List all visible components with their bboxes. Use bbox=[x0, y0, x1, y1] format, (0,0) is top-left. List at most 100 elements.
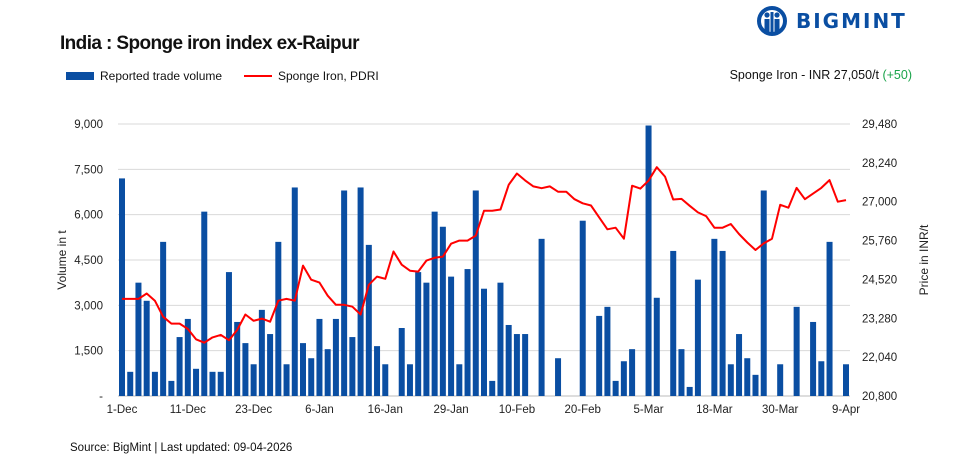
y-tick-left: 6,000 bbox=[74, 210, 103, 222]
price-change: (+50) bbox=[882, 68, 912, 82]
volume-bar bbox=[645, 125, 652, 396]
y-tick-left: - bbox=[99, 391, 103, 403]
volume-bar bbox=[711, 238, 718, 396]
volume-bar bbox=[686, 386, 693, 396]
x-tick-label: 11-Dec bbox=[170, 404, 206, 416]
volume-bar bbox=[357, 187, 364, 396]
volume-bar bbox=[415, 272, 422, 396]
y-axis-right-title: Price in INR/t bbox=[917, 224, 931, 295]
y-tick-right: 23,280 bbox=[862, 313, 897, 325]
volume-bar bbox=[217, 371, 224, 396]
bigmint-logo: BIGMINT bbox=[756, 6, 907, 36]
volume-bar bbox=[193, 368, 200, 396]
volume-bar bbox=[481, 288, 487, 396]
volume-bar bbox=[184, 318, 191, 396]
x-tick-label: 20-Feb bbox=[565, 404, 601, 416]
volume-bar bbox=[300, 343, 306, 396]
volume-bar bbox=[439, 226, 446, 396]
volume-bar bbox=[234, 321, 241, 396]
x-tick-label: 23-Dec bbox=[235, 404, 272, 416]
volume-bar bbox=[538, 238, 545, 396]
volume-bar bbox=[151, 371, 158, 396]
volume-bar bbox=[398, 328, 405, 396]
volume-bar bbox=[826, 241, 833, 396]
y-axis-left-title: Volume in t bbox=[55, 230, 69, 290]
volume-bar bbox=[620, 361, 627, 396]
volume-bar bbox=[431, 211, 438, 396]
volume-bar bbox=[258, 309, 265, 396]
volume-bar bbox=[143, 300, 150, 396]
volume-bar bbox=[406, 364, 413, 396]
volume-bar bbox=[513, 334, 520, 396]
volume-bar bbox=[760, 190, 767, 396]
volume-bar bbox=[308, 358, 315, 396]
volume-bar bbox=[135, 282, 142, 396]
volume-bar bbox=[736, 334, 743, 396]
brand-name: BIGMINT bbox=[796, 9, 907, 33]
volume-bar bbox=[464, 269, 471, 396]
legend-label-price: Sponge Iron, PDRI bbox=[278, 69, 379, 83]
legend-item-volume: Reported trade volume bbox=[66, 69, 222, 83]
volume-bar bbox=[316, 318, 323, 396]
volume-bar bbox=[448, 276, 455, 396]
volume-bar bbox=[423, 282, 430, 396]
legend-item-price: Sponge Iron, PDRI bbox=[244, 69, 379, 83]
source-note: Source: BigMint | Last updated: 09-04-20… bbox=[70, 442, 293, 454]
volume-bar bbox=[744, 358, 751, 396]
y-tick-right: 25,760 bbox=[862, 236, 897, 248]
legend-swatch-bar bbox=[66, 72, 94, 80]
volume-bar bbox=[225, 272, 232, 396]
price-line bbox=[122, 166, 847, 344]
y-tick-left: 1,500 bbox=[74, 346, 103, 358]
volume-bar bbox=[629, 349, 636, 396]
volume-bar bbox=[267, 334, 274, 396]
y-tick-right: 22,040 bbox=[862, 352, 897, 364]
volume-bar bbox=[374, 346, 381, 396]
volume-bar bbox=[604, 306, 611, 396]
volume-bar bbox=[349, 337, 356, 396]
volume-bar bbox=[291, 187, 298, 396]
volume-bar bbox=[365, 244, 372, 396]
x-tick-label: 1-Dec bbox=[107, 404, 138, 416]
y-tick-left: 4,500 bbox=[74, 255, 103, 267]
bigmint-logo-icon bbox=[757, 6, 787, 36]
volume-bar bbox=[489, 380, 496, 396]
chart-title: India : Sponge iron index ex-Raipur bbox=[60, 33, 359, 54]
volume-bar bbox=[719, 250, 726, 396]
x-tick-label: 10-Feb bbox=[499, 404, 535, 416]
volume-bar bbox=[209, 371, 216, 396]
volume-bar bbox=[382, 364, 389, 396]
volume-bar bbox=[456, 364, 463, 396]
legend-label-volume: Reported trade volume bbox=[100, 69, 223, 83]
volume-bar bbox=[505, 324, 512, 396]
volume-bar bbox=[332, 318, 339, 396]
volume-bar bbox=[176, 337, 183, 396]
y-tick-right: 24,520 bbox=[862, 274, 897, 286]
price-label: Sponge Iron - INR 27,050/t bbox=[729, 68, 879, 82]
volume-bar bbox=[793, 306, 800, 396]
volume-bar bbox=[843, 364, 849, 396]
volume-bar bbox=[283, 364, 290, 396]
volume-bar bbox=[752, 374, 759, 396]
y-tick-right: 29,480 bbox=[862, 119, 897, 131]
legend-swatch-line bbox=[244, 75, 272, 77]
volume-bar bbox=[522, 334, 529, 396]
volume-bar bbox=[727, 364, 734, 396]
volume-bar bbox=[127, 371, 134, 396]
volume-bar bbox=[324, 349, 331, 396]
x-tick-label: 5-Mar bbox=[634, 404, 664, 416]
volume-bar bbox=[670, 250, 677, 396]
y-tick-right: 20,800 bbox=[862, 391, 897, 403]
volume-bar bbox=[275, 241, 282, 396]
y-tick-left: 3,000 bbox=[74, 300, 103, 312]
x-tick-label: 30-Mar bbox=[762, 404, 799, 416]
volume-bar bbox=[168, 380, 175, 396]
x-tick-label: 18-Mar bbox=[696, 404, 733, 416]
volume-bar bbox=[201, 211, 208, 396]
y-tick-right: 27,000 bbox=[862, 197, 897, 209]
x-tick-label: 9-Apr bbox=[832, 404, 860, 416]
x-tick-label: 6-Jan bbox=[305, 404, 334, 416]
volume-bar bbox=[497, 282, 504, 396]
volume-bar bbox=[694, 279, 701, 396]
